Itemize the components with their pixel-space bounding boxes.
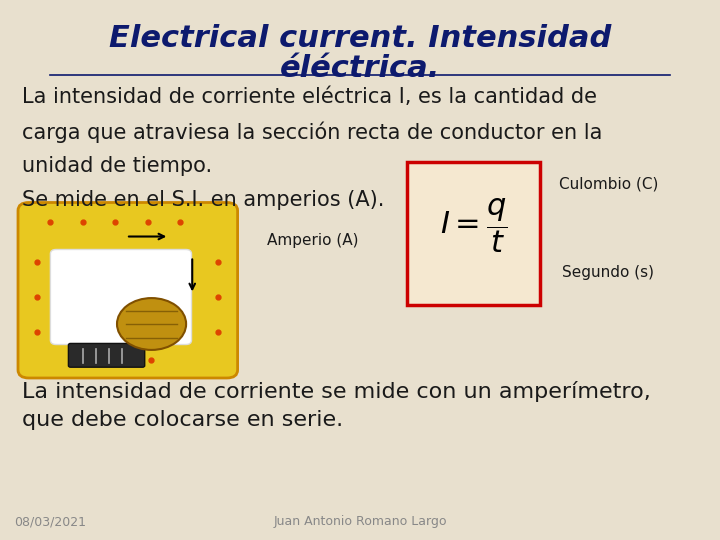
- Text: $I = \dfrac{q}{t}$: $I = \dfrac{q}{t}$: [439, 196, 508, 255]
- FancyBboxPatch shape: [407, 162, 540, 305]
- Text: Juan Antonio Romano Largo: Juan Antonio Romano Largo: [274, 515, 446, 528]
- Text: La intensidad de corriente eléctrica I, es la cantidad de: La intensidad de corriente eléctrica I, …: [22, 87, 597, 107]
- Text: La intensidad de corriente se mide con un amperímetro,: La intensidad de corriente se mide con u…: [22, 381, 650, 402]
- Circle shape: [117, 298, 186, 350]
- Text: unidad de tiempo.: unidad de tiempo.: [22, 156, 212, 176]
- FancyBboxPatch shape: [18, 202, 238, 378]
- Text: Segundo (s): Segundo (s): [562, 265, 654, 280]
- Text: carga que atraviesa la sección recta de conductor en la: carga que atraviesa la sección recta de …: [22, 122, 602, 143]
- Text: 08/03/2021: 08/03/2021: [14, 515, 86, 528]
- Text: Amperio (A): Amperio (A): [267, 233, 359, 248]
- Text: Electrical current. Intensidad: Electrical current. Intensidad: [109, 24, 611, 53]
- Text: Se mide en el S.I. en amperios (A).: Se mide en el S.I. en amperios (A).: [22, 190, 384, 210]
- Text: Culombio (C): Culombio (C): [559, 176, 658, 191]
- Text: que debe colocarse en serie.: que debe colocarse en serie.: [22, 410, 343, 430]
- FancyBboxPatch shape: [50, 249, 192, 345]
- FancyBboxPatch shape: [68, 343, 145, 367]
- Text: éléctrica.: éléctrica.: [280, 54, 440, 83]
